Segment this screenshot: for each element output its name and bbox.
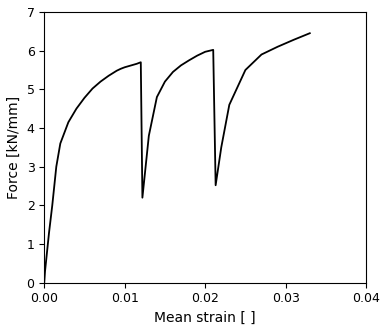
X-axis label: Mean strain [ ]: Mean strain [ ] (154, 311, 256, 325)
Y-axis label: Force [kN/mm]: Force [kN/mm] (7, 96, 21, 199)
